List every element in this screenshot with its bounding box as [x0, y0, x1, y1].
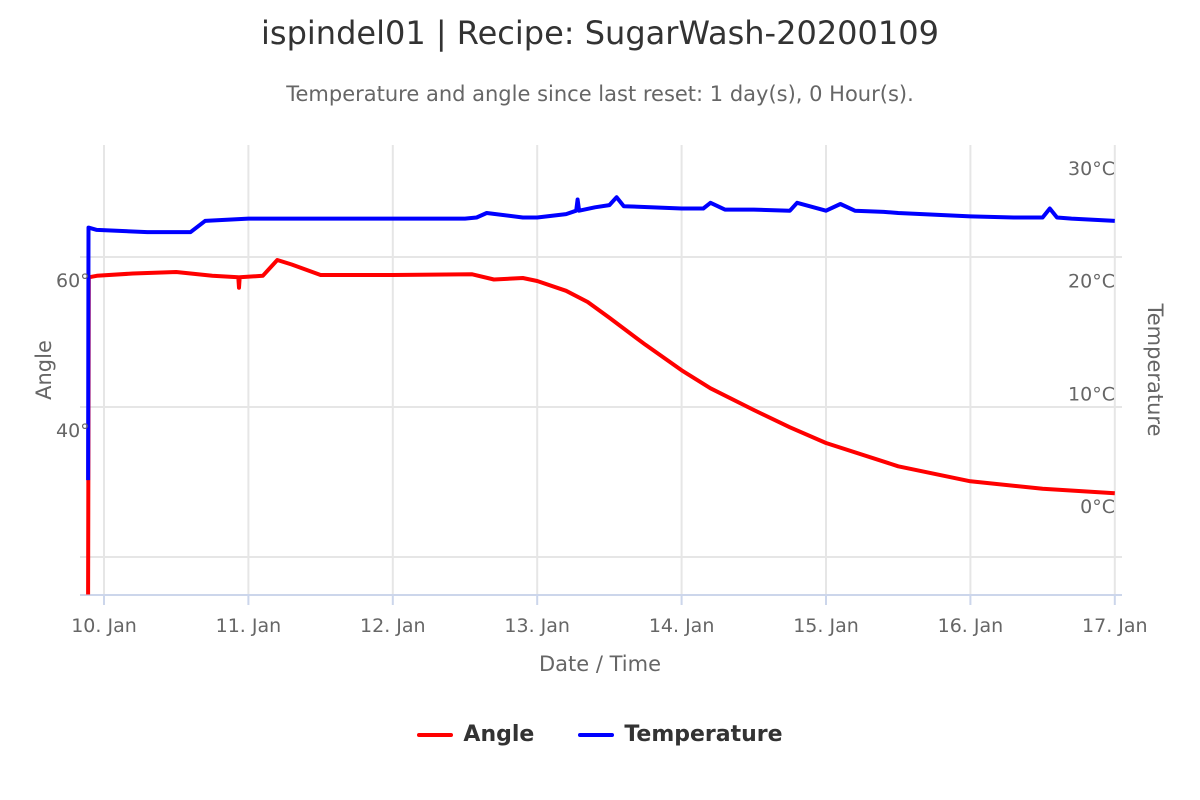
chart-subtitle: Temperature and angle since last reset: … — [286, 82, 914, 106]
legend-item-temperature[interactable]: Temperature — [578, 722, 783, 747]
legend: Angle Temperature — [0, 722, 1200, 747]
y-right-tick-label: 0°C — [1080, 496, 1115, 518]
y-left-axis-title: Angle — [32, 340, 56, 400]
legend-swatch-temperature — [578, 732, 615, 737]
legend-label-angle: Angle — [463, 722, 535, 747]
x-tick-label: 13. Jan — [504, 615, 570, 637]
y-right-axis-title: Temperature — [1143, 302, 1167, 436]
x-tick-label: 11. Jan — [216, 615, 282, 637]
chart-title: ispindel01 | Recipe: SugarWash-20200109 — [261, 14, 939, 52]
series-lines — [86, 195, 1115, 595]
y-right-tick-label: 20°C — [1068, 271, 1115, 293]
legend-item-angle[interactable]: Angle — [417, 722, 534, 747]
x-axis-title: Date / Time — [539, 652, 661, 676]
y-right-tick-label: 10°C — [1068, 383, 1115, 405]
axis-labels: 10. Jan 11. Jan 12. Jan 13. Jan 14. Jan 15. J… — [32, 158, 1167, 676]
series-line-temperature[interactable] — [86, 195, 1115, 481]
x-tick-label: 15. Jan — [793, 615, 859, 637]
series-line-angle[interactable] — [86, 258, 1115, 595]
y-left-tick-label: 60° — [56, 270, 90, 292]
x-tick-label: 14. Jan — [649, 615, 715, 637]
x-tick-label: 12. Jan — [360, 615, 426, 637]
legend-label-temperature: Temperature — [624, 722, 783, 747]
y-left-tick-label: 40° — [56, 420, 90, 442]
x-tick-label: 17. Jan — [1082, 615, 1148, 637]
x-tick-label: 16. Jan — [938, 615, 1004, 637]
legend-swatch-angle — [417, 732, 454, 737]
x-tick-label: 10. Jan — [71, 615, 137, 637]
y-right-tick-label: 30°C — [1068, 158, 1115, 180]
grid — [80, 145, 1122, 605]
